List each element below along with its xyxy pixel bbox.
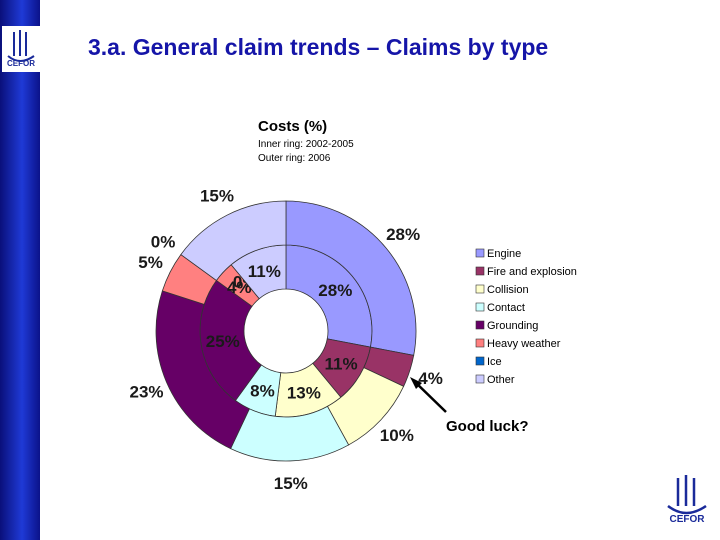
slide-title: 3.a. General claim trends – Claims by ty…	[88, 34, 549, 60]
outer-slice-engine	[285, 200, 417, 356]
callout-arrow	[410, 377, 447, 413]
legend-swatch-other	[475, 374, 485, 384]
legend-swatch-ice	[475, 356, 485, 366]
company-logo: CEFOR	[2, 26, 40, 72]
legend-label-fire-and-explosion: Fire and explosion	[487, 266, 577, 278]
inner-slice-collision-label: 13%	[287, 383, 321, 402]
outer-slice-ice-label: 0%	[151, 233, 176, 252]
outer-slice-other	[180, 200, 287, 282]
legend-swatch-fire-and-explosion	[475, 266, 485, 276]
svg-text:CEFOR: CEFOR	[7, 59, 35, 68]
chart-subtitle-line: Outer ring: 2006	[258, 153, 331, 164]
inner-slice-fire-and-explosion-label: 11%	[325, 355, 358, 374]
inner-slice-heavy-weather-label: 4%	[227, 278, 252, 297]
chart-rings: 28%11%13%8%25%4%0%11%28%4%10%15%23%5%0%1…	[129, 187, 442, 493]
chart-legend: Engine Fire and explosion Collision Contact…	[471, 239, 591, 387]
outer-slice-grounding-label: 23%	[129, 382, 163, 401]
outer-slice-heavy-weather-label: 5%	[138, 253, 163, 272]
legend-label-collision: Collision	[487, 284, 529, 296]
outer-slice-contact-label: 15%	[274, 474, 308, 493]
legend-label-ice: Ice	[487, 356, 502, 368]
left-brand-bar: CEFOR	[0, 0, 40, 540]
outer-slice-engine-label: 28%	[386, 225, 420, 244]
svg-text:CEFOR: CEFOR	[670, 514, 706, 525]
corner-logo: CEFOR	[667, 475, 707, 525]
legend-label-grounding: Grounding	[487, 320, 538, 332]
legend-swatch-engine	[475, 248, 485, 258]
legend-label-contact: Contact	[487, 302, 525, 314]
outer-slice-other-label: 15%	[200, 187, 234, 206]
legend-label-engine: Engine	[487, 248, 521, 260]
outer-slice-fire-and-explosion-label: 4%	[418, 369, 443, 388]
legend-swatch-collision	[475, 284, 485, 294]
callout-text: Good luck?	[446, 418, 529, 435]
legend-swatch-contact	[475, 302, 485, 312]
inner-slice-grounding-label: 25%	[206, 332, 240, 351]
inner-slice-contact-label: 8%	[250, 382, 275, 401]
legend-label-other: Other	[487, 374, 515, 386]
chart-subtitle-line: Inner ring: 2002-2005	[258, 139, 354, 150]
outer-slice-collision-label: 10%	[380, 426, 414, 445]
inner-slice-engine-label: 28%	[318, 281, 352, 300]
legend-swatch-heavy-weather	[475, 338, 485, 348]
inner-slice-other-label: 11%	[248, 262, 281, 281]
legend-swatch-grounding	[475, 320, 485, 330]
chart-title: Costs (%)	[258, 118, 327, 135]
legend-label-heavy-weather: Heavy weather	[487, 338, 561, 350]
